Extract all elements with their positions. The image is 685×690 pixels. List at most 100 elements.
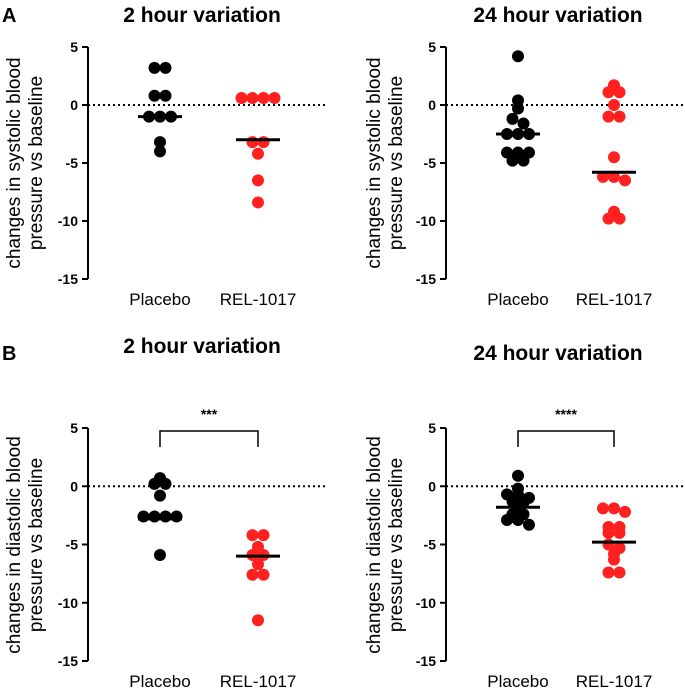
y-tick-label: -15 — [416, 271, 436, 287]
y-tick-label: -10 — [58, 595, 78, 611]
data-point — [246, 136, 259, 149]
x-category-label: REL-1017 — [576, 290, 653, 309]
data-point — [512, 50, 524, 63]
data-point — [613, 212, 626, 225]
data-point — [608, 170, 620, 183]
data-point — [148, 89, 161, 102]
data-point — [154, 548, 166, 561]
y-axis-label-line: pressure vs baseline — [386, 458, 407, 632]
y-tick-label: -5 — [424, 155, 437, 171]
data-point — [602, 212, 615, 225]
data-point — [613, 566, 626, 579]
data-point — [613, 110, 626, 123]
data-point — [608, 151, 620, 164]
data-point — [235, 92, 248, 105]
data-point — [154, 489, 166, 502]
y-axis-label-line: changes in diastolic blood — [364, 436, 385, 654]
y-tick-label: -15 — [416, 653, 436, 669]
y-tick-label: 0 — [428, 478, 436, 494]
y-axis-label-line: pressure vs baseline — [26, 458, 47, 632]
data-point — [608, 99, 620, 111]
data-point — [252, 147, 264, 160]
data-point — [602, 110, 615, 123]
y-tick-label: -5 — [66, 537, 79, 553]
data-point — [154, 145, 166, 158]
data-point — [148, 61, 161, 74]
series-placebo — [137, 472, 183, 561]
data-point — [170, 510, 183, 523]
y-tick-label: -10 — [416, 595, 436, 611]
series-rel-1017 — [592, 502, 636, 579]
y-tick-label: 0 — [428, 97, 436, 113]
significance-label: *** — [201, 406, 218, 422]
x-category-label: REL-1017 — [220, 672, 297, 690]
data-point — [517, 154, 530, 167]
y-tick-label: -5 — [424, 537, 437, 553]
data-point — [597, 170, 609, 183]
data-point — [257, 92, 270, 105]
data-point — [252, 614, 264, 627]
data-point — [619, 505, 631, 518]
data-point — [159, 477, 172, 490]
data-point — [512, 514, 524, 527]
data-point — [602, 526, 615, 539]
y-tick-label: -10 — [416, 213, 436, 229]
panel-letter-a: A — [2, 5, 16, 27]
y-tick-label: -5 — [66, 155, 79, 171]
data-point — [268, 92, 281, 105]
data-point — [257, 529, 270, 542]
data-point — [148, 510, 161, 523]
y-axis-label: changes in diastolic bloodpressure vs ba… — [364, 436, 407, 654]
x-category-label: Placebo — [487, 290, 548, 309]
data-point — [252, 174, 264, 187]
y-tick-label: 5 — [70, 420, 78, 436]
x-category-label: Placebo — [487, 672, 548, 690]
significance-bracket — [159, 430, 259, 447]
data-point — [608, 553, 620, 566]
chart-4: 24 hour variation changes in diastolic bl… — [364, 342, 685, 690]
x-category-label: REL-1017 — [220, 290, 297, 309]
data-point — [512, 469, 524, 482]
data-point — [602, 566, 615, 579]
data-point — [597, 502, 609, 515]
data-point — [246, 568, 259, 581]
data-point — [159, 89, 172, 102]
data-point — [506, 154, 519, 167]
y-axis-label: changes in diastolic bloodpressure vs ba… — [4, 436, 47, 654]
y-axis-label-line: changes in systolic blood — [4, 57, 25, 268]
x-category-label: Placebo — [129, 672, 190, 690]
y-axis-label-line: pressure vs baseline — [386, 76, 407, 250]
chart-1: 2 hour variation changes in systolic bloo… — [4, 4, 328, 309]
chart-title: 24 hour variation — [473, 342, 642, 365]
chart-title: 2 hour variation — [123, 4, 281, 27]
data-point — [257, 136, 270, 149]
x-category-label: Placebo — [129, 290, 190, 309]
y-tick-label: -15 — [58, 653, 78, 669]
data-point — [252, 558, 264, 571]
y-tick-label: 0 — [70, 97, 78, 113]
data-point — [148, 477, 161, 490]
y-axis-label: changes in systolic bloodpressure vs bas… — [4, 57, 47, 268]
series-rel-1017 — [592, 79, 636, 225]
series-placebo — [138, 61, 182, 158]
data-point — [512, 102, 524, 115]
y-tick-label: 5 — [428, 420, 436, 436]
significance-bracket — [517, 430, 615, 447]
data-point — [602, 86, 615, 99]
y-axis-label-line: changes in diastolic blood — [4, 436, 25, 654]
significance-label: **** — [555, 406, 577, 422]
y-axis-label-line: changes in systolic blood — [364, 57, 385, 268]
data-point — [523, 518, 535, 531]
x-category-label: REL-1017 — [576, 672, 653, 690]
panel-letter-b: B — [2, 343, 16, 365]
data-point — [613, 86, 626, 99]
y-tick-label: 5 — [428, 39, 436, 55]
series-rel-1017 — [236, 529, 280, 627]
series-placebo — [496, 50, 540, 167]
y-axis-label: changes in systolic bloodpressure vs bas… — [364, 57, 407, 268]
data-point — [159, 510, 172, 523]
data-point — [137, 510, 150, 523]
data-point — [159, 61, 172, 74]
data-point — [154, 136, 166, 149]
